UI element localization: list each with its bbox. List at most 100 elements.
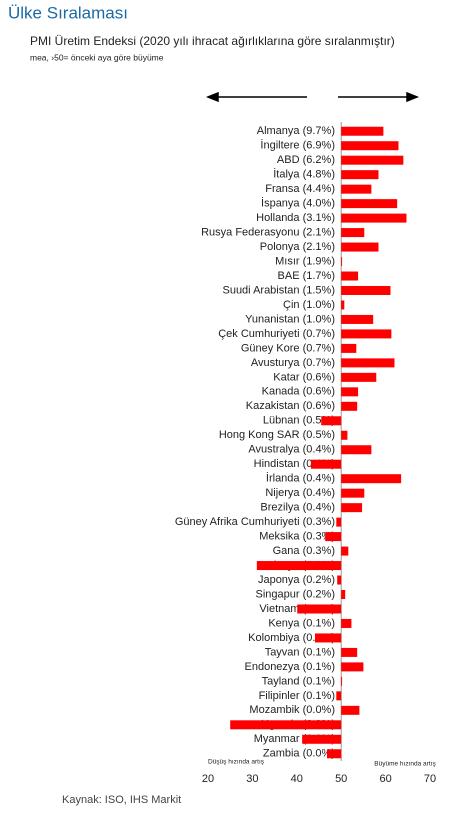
x-tick-label: 60	[379, 773, 391, 785]
y-tick-label: İspanya (4.0%)	[261, 197, 335, 210]
y-tick-label: Çek Cumhuriyeti (0.7%)	[218, 328, 335, 340]
y-tick-label: Gana (0.3%)	[273, 545, 335, 557]
bar	[302, 734, 342, 744]
y-tick-label: ABD (6.2%)	[277, 154, 335, 166]
bar	[325, 532, 342, 542]
y-tick-label: Filipinler (0.1%)	[259, 690, 335, 702]
y-tick-label: Suudi Arabistan (1.5%)	[222, 284, 335, 296]
y-tick-label: Zambia (0.0%)	[263, 748, 335, 760]
bar	[341, 358, 395, 368]
chart-note: mea, ›50= önceki aya göre büyüme	[30, 52, 164, 62]
source: Kaynak: ISO, IHS Markit	[62, 794, 181, 806]
bar	[341, 387, 359, 397]
y-tick-label: Güney Kore (0.7%)	[241, 342, 335, 354]
y-tick-label: Avusturya (0.7%)	[251, 357, 335, 369]
bar	[297, 604, 342, 614]
chart-title: Ülke Sıralaması	[8, 3, 128, 22]
bar	[341, 257, 343, 267]
bar	[341, 503, 363, 513]
left-annotation: Düşüş hızında artış	[208, 759, 265, 766]
x-tick-label: 70	[424, 773, 436, 785]
bar	[256, 561, 342, 571]
bar	[315, 633, 342, 643]
bar	[341, 126, 384, 136]
right-arrowhead	[406, 91, 420, 103]
y-tick-label: Hollanda (3.1%)	[256, 212, 335, 224]
y-tick-label: İrlanda (0.4%)	[266, 472, 335, 485]
bar	[326, 749, 342, 759]
y-tick-label: Lübnan (0.5%)	[263, 415, 335, 427]
y-tick-label: Nijerya (0.4%)	[265, 487, 335, 499]
bar	[311, 459, 342, 469]
bar	[341, 372, 377, 382]
bar	[336, 691, 342, 701]
bar	[341, 343, 357, 353]
y-tick-label: Mısır (1.9%)	[275, 255, 335, 267]
bar	[341, 647, 358, 657]
bar	[341, 285, 391, 295]
bar	[341, 314, 374, 324]
y-tick-label: Kolombiya (0.1%)	[248, 632, 335, 644]
y-tick-label: Güney Afrika Cumhuriyeti (0.3%)	[175, 516, 335, 528]
bar	[336, 517, 342, 527]
y-tick-label: İtalya (4.8%)	[273, 168, 335, 181]
y-tick-label: BAE (1.7%)	[278, 270, 335, 282]
bar	[341, 618, 352, 628]
right-annotation: Büyüme hızında artış	[374, 761, 436, 768]
bar	[341, 242, 379, 252]
bar	[341, 445, 372, 455]
bar	[341, 155, 404, 165]
y-tick-label: Polonya (2.1%)	[260, 241, 335, 253]
y-tick-label: Kazakistan (0.6%)	[246, 400, 335, 412]
y-tick-label: Rusya Federasyonu (2.1%)	[201, 226, 335, 238]
bar	[341, 199, 398, 209]
y-tick-label: Tayland (0.1%)	[262, 675, 335, 687]
x-tick-label: 40	[291, 773, 303, 785]
y-tick-label: Brezilya (0.4%)	[260, 502, 335, 514]
y-tick-label: Fransa (4.4%)	[265, 183, 335, 195]
x-tick-label: 20	[202, 773, 214, 785]
bar	[337, 575, 342, 585]
bar	[341, 300, 345, 310]
y-tick-label: Almanya (9.7%)	[257, 125, 335, 137]
chart-subtitle: PMI Üretim Endeksi (2020 yılı ihracat ağ…	[30, 34, 395, 48]
bar	[341, 488, 365, 498]
y-tick-label: Katar (0.6%)	[273, 371, 335, 383]
x-tick-label: 50	[335, 773, 347, 785]
y-tick-label: Singapur (0.2%)	[256, 588, 336, 600]
bar	[341, 228, 365, 238]
y-tick-label: Hong Kong SAR (0.5%)	[219, 429, 335, 441]
x-tick-label: 30	[246, 773, 258, 785]
left-arrowhead	[205, 91, 219, 103]
bar	[341, 401, 358, 411]
bar	[341, 705, 360, 715]
bar	[341, 662, 364, 672]
bar	[341, 546, 349, 556]
bar	[341, 184, 372, 194]
y-tick-label: Kanada (0.6%)	[262, 386, 335, 398]
bar	[341, 430, 348, 440]
y-tick-label: Japonya (0.2%)	[258, 574, 335, 586]
bar	[341, 329, 392, 339]
y-tick-label: Endonezya (0.1%)	[245, 661, 336, 673]
bar	[341, 590, 346, 600]
y-tick-label: Tayvan (0.1%)	[265, 646, 335, 658]
bar	[341, 141, 399, 151]
y-tick-label: Yunanistan (1.0%)	[245, 313, 335, 325]
bar	[341, 170, 379, 180]
y-tick-label: Avustralya (0.4%)	[248, 444, 335, 456]
bar	[341, 474, 402, 484]
bar	[341, 676, 343, 686]
y-tick-label: Mozambik (0.0%)	[249, 704, 335, 716]
bar	[341, 271, 359, 281]
bar	[230, 720, 342, 730]
direction-arrows	[205, 91, 420, 103]
y-tick-label: Kenya (0.1%)	[268, 617, 335, 629]
bar	[321, 416, 342, 426]
bar	[341, 213, 407, 223]
y-tick-label: Meksika (0.3%)	[259, 531, 335, 543]
y-tick-label: Çin (1.0%)	[283, 299, 335, 311]
y-tick-label: İngiltere (6.9%)	[260, 139, 335, 152]
